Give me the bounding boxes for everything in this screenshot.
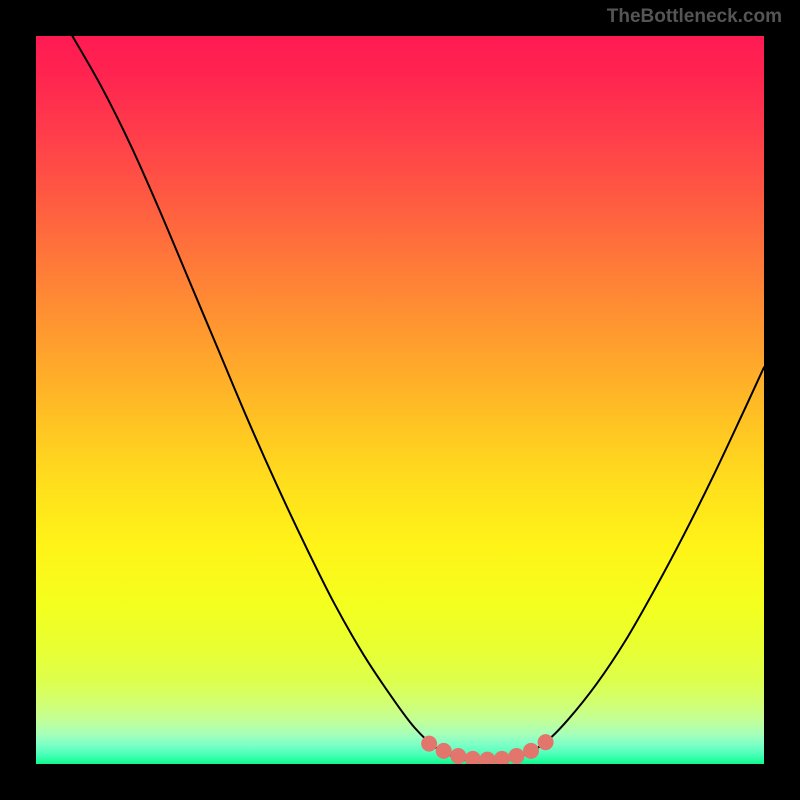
marker-dot <box>508 748 524 764</box>
marker-dot <box>450 748 466 764</box>
marker-dot <box>421 736 437 752</box>
chart-svg <box>36 36 764 764</box>
marker-dot <box>538 734 554 750</box>
marker-dot <box>523 743 539 759</box>
marker-dot <box>436 743 452 759</box>
chart-container: TheBottleneck.com <box>0 0 800 800</box>
attribution-watermark: TheBottleneck.com <box>607 6 782 28</box>
plot-area <box>36 36 764 764</box>
gradient-background <box>36 36 764 764</box>
